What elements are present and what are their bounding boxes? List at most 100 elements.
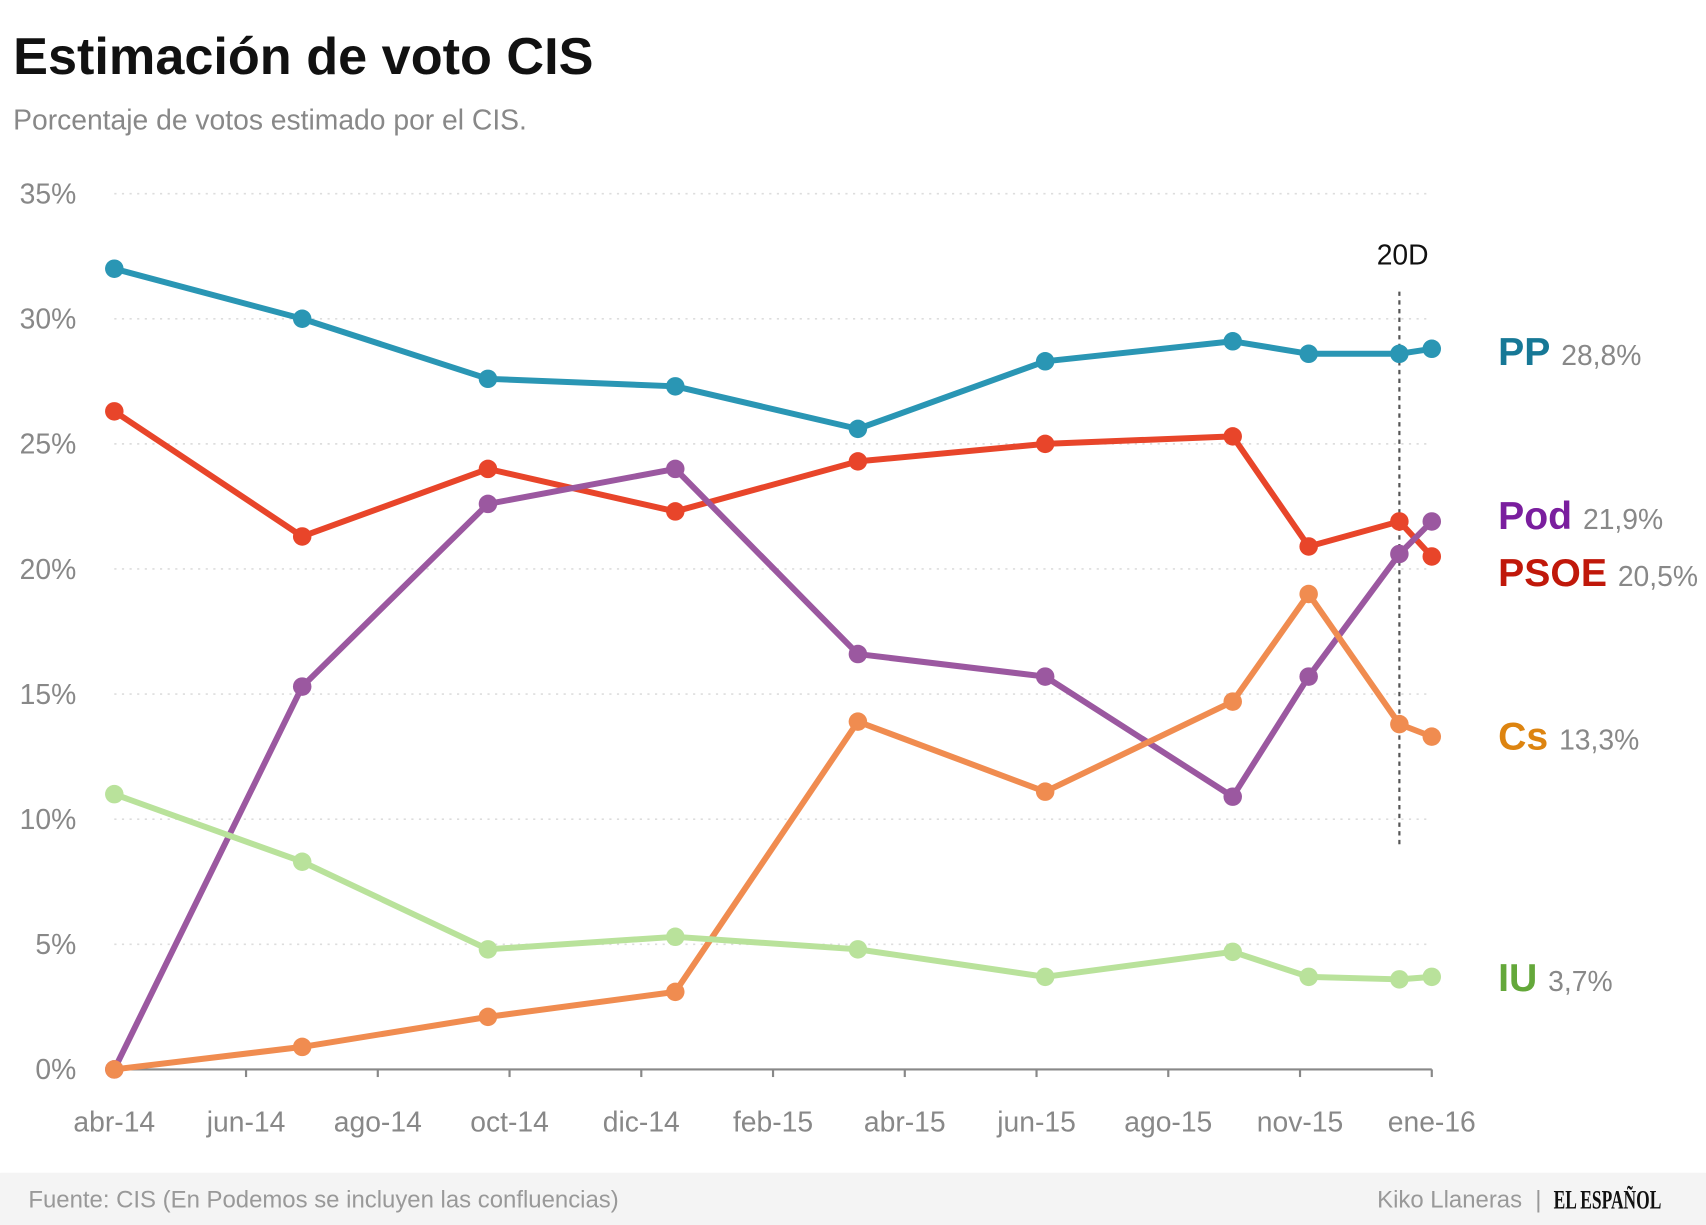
data-point-cs bbox=[848, 712, 868, 731]
data-point-pod bbox=[1422, 512, 1442, 531]
data-point-pod bbox=[292, 677, 312, 696]
annotation-label: 20D bbox=[1377, 238, 1429, 270]
data-point-cs bbox=[1223, 692, 1242, 711]
data-point-psoe bbox=[1422, 547, 1442, 566]
series-label-cs: Cs 13,3% bbox=[1498, 716, 1639, 759]
y-tick-label: 30% bbox=[20, 303, 77, 335]
data-point-pod bbox=[1035, 667, 1055, 686]
x-tick-label: abr-14 bbox=[73, 1105, 155, 1137]
y-tick-label: 15% bbox=[20, 678, 77, 710]
chart-title: Estimación de voto CIS bbox=[13, 28, 593, 86]
series-final-value: 3,7% bbox=[1548, 965, 1612, 997]
data-point-pp bbox=[1035, 352, 1055, 371]
data-point-pp bbox=[478, 369, 498, 389]
x-axis: abr-14 jun-14 ago-14 oct-14 dic-14 feb-15 abr-… bbox=[73, 1068, 1476, 1137]
data-point-psoe bbox=[666, 502, 685, 521]
series-name: IU bbox=[1498, 957, 1537, 1000]
data-point-psoe bbox=[1390, 512, 1409, 531]
data-point-psoe bbox=[1035, 434, 1055, 454]
data-point-pp bbox=[1223, 332, 1242, 351]
footer-source: Fuente: CIS (En Podemos se incluyen las … bbox=[28, 1187, 618, 1214]
y-tick-label: 5% bbox=[35, 928, 76, 960]
x-tick-label: ago-14 bbox=[334, 1105, 422, 1137]
y-tick-label: 35% bbox=[20, 177, 77, 209]
x-tick-label: ago-15 bbox=[1124, 1105, 1212, 1137]
data-point-pod bbox=[1390, 544, 1409, 564]
annotation-20d: 20D bbox=[1377, 238, 1429, 847]
series-line-pod bbox=[111, 465, 1434, 1071]
x-tick-label: nov-15 bbox=[1257, 1105, 1343, 1137]
series-final-value: 20,5% bbox=[1618, 560, 1698, 592]
data-point-iu bbox=[478, 940, 498, 959]
series-labels: PP 28,8% PSOE 20,5% Pod 21,9% Cs 13,3% IU 3,7% bbox=[1498, 331, 1698, 1000]
data-point-pp bbox=[848, 419, 868, 439]
data-point-pp bbox=[105, 259, 124, 278]
series-name: PP bbox=[1498, 331, 1550, 374]
y-tick-label: 25% bbox=[20, 428, 77, 460]
y-tick-label: 0% bbox=[35, 1053, 76, 1085]
data-point-pod bbox=[848, 644, 868, 664]
y-tick-label: 10% bbox=[20, 803, 77, 835]
data-point-pod bbox=[666, 459, 685, 479]
x-tick-label: ene-16 bbox=[1388, 1105, 1476, 1137]
data-point-cs bbox=[1422, 727, 1442, 746]
footer-bar bbox=[0, 1172, 1706, 1225]
x-tick-label: abr-15 bbox=[864, 1105, 946, 1137]
data-point-pod bbox=[1223, 787, 1242, 806]
data-point-iu bbox=[666, 927, 685, 947]
data-point-psoe bbox=[1299, 537, 1318, 556]
series-name: Cs bbox=[1498, 716, 1548, 759]
el-espanol-logo: EL ESPAÑOL bbox=[1554, 1186, 1662, 1215]
series-label-psoe: PSOE 20,5% bbox=[1498, 552, 1698, 595]
series-final-value: 28,8% bbox=[1561, 339, 1641, 371]
data-point-cs bbox=[478, 1007, 498, 1027]
footer-author: Kiko Llaneras bbox=[1377, 1187, 1522, 1214]
data-point-iu bbox=[1390, 970, 1409, 989]
x-tick-label: jun-14 bbox=[206, 1105, 286, 1137]
chart-subtitle: Porcentaje de votos estimado por el CIS. bbox=[13, 103, 527, 135]
data-point-psoe bbox=[1223, 427, 1242, 446]
data-point-pod bbox=[1299, 667, 1318, 686]
x-tick-label: dic-14 bbox=[603, 1105, 680, 1137]
series-line-iu bbox=[113, 791, 1433, 983]
data-point-iu bbox=[848, 940, 868, 959]
x-tick-label: oct-14 bbox=[470, 1105, 549, 1137]
data-point-cs bbox=[1390, 714, 1409, 734]
data-point-psoe bbox=[478, 459, 498, 479]
data-point-cs bbox=[1035, 782, 1055, 801]
series-lines bbox=[105, 259, 1442, 1079]
x-tick-label: jun-15 bbox=[996, 1105, 1076, 1137]
data-point-iu bbox=[105, 784, 124, 804]
gridlines bbox=[114, 192, 1432, 946]
series-label-pp: PP 28,8% bbox=[1498, 331, 1641, 374]
series-label-pod: Pod 21,9% bbox=[1498, 495, 1663, 538]
series-final-value: 13,3% bbox=[1559, 724, 1639, 756]
series-line-psoe bbox=[112, 408, 1434, 559]
data-point-pp bbox=[1299, 344, 1318, 364]
data-point-iu bbox=[1035, 967, 1055, 987]
series-final-value: 21,9% bbox=[1583, 503, 1663, 535]
data-point-pod bbox=[478, 494, 498, 514]
data-point-iu bbox=[292, 852, 312, 871]
series-name: PSOE bbox=[1498, 552, 1607, 595]
data-point-pp bbox=[1390, 344, 1409, 364]
y-axis: 0% 5% 10% 15% 20% 25% 30% 35% bbox=[20, 177, 77, 1085]
data-point-pp bbox=[666, 377, 685, 396]
data-point-pp bbox=[292, 309, 312, 329]
data-point-pp bbox=[1422, 339, 1442, 359]
data-point-psoe bbox=[848, 452, 868, 471]
data-point-cs bbox=[105, 1060, 124, 1079]
x-tick-label: feb-15 bbox=[733, 1105, 813, 1137]
data-point-iu bbox=[1223, 942, 1242, 962]
data-point-psoe bbox=[105, 402, 124, 421]
y-tick-label: 20% bbox=[20, 553, 77, 585]
data-point-iu bbox=[1422, 967, 1442, 987]
series-line-cs bbox=[113, 591, 1433, 1073]
series-label-iu: IU 3,7% bbox=[1498, 957, 1612, 1000]
data-point-iu bbox=[1299, 967, 1318, 987]
data-point-cs bbox=[1299, 584, 1318, 604]
data-point-cs bbox=[666, 982, 685, 1002]
series-line-pp bbox=[113, 265, 1433, 432]
series-name: Pod bbox=[1498, 495, 1572, 538]
